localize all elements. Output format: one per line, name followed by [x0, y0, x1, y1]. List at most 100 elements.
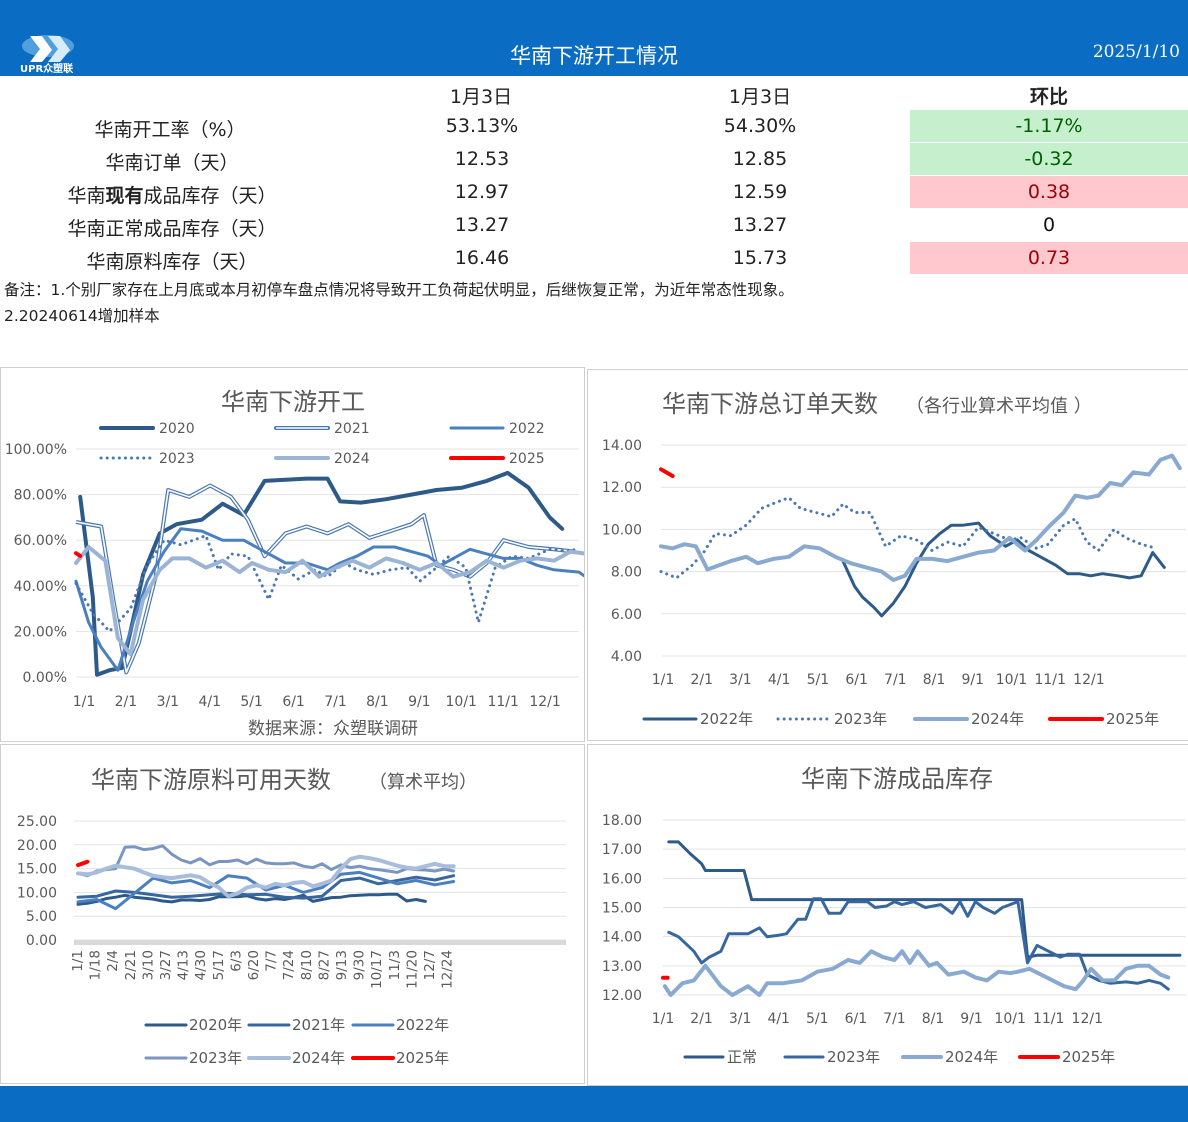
y-tick-label: 4.00 [611, 649, 642, 665]
x-tick-label: 4/1 [767, 1011, 790, 1027]
chart-operating-rate: 华南下游开工 0.00% 20.00% 40.00% 60.00% 80.00% 100.0… [5, 388, 594, 739]
column-header-change: 环比 [1029, 86, 1069, 108]
x-tick-label: 1/18 [88, 950, 104, 980]
logo-text: UPR众塑联 [20, 64, 74, 75]
series-line [662, 949, 1171, 997]
x-tick-label: 7/1 [883, 1011, 906, 1027]
x-tick-label: 12/1 [529, 694, 560, 710]
y-tick-label: 15.00 [602, 901, 642, 917]
y-tick-label: 60.00% [14, 533, 67, 549]
x-tick-label: 3/1 [157, 694, 180, 710]
row-change: -1.17% [1015, 115, 1083, 137]
row-value-2: 13.27 [732, 214, 788, 236]
x-tick-label: 7/24 [281, 950, 297, 980]
x-tick-label: 4/30 [193, 950, 209, 980]
chart-order-days: 华南下游总订单天数 （各行业算术平均值 ） 4.00 6.00 8.00 10.00 12.… [602, 390, 1186, 728]
x-tick-label: 3/1 [729, 672, 752, 688]
x-tick-label: 3/10 [140, 950, 156, 980]
row-label-normal-inventory: 华南正常成品库存（天） [67, 218, 277, 240]
x-tick-label: 5/17 [211, 950, 227, 980]
x-tick-label: 9/30 [352, 950, 368, 980]
legend-label: 2023 [159, 451, 195, 467]
x-tick-label: 7/1 [884, 672, 907, 688]
legend-label: 2024年 [945, 1048, 998, 1066]
y-tick-label: 20.00 [17, 838, 57, 854]
footer-bar [0, 1086, 1188, 1122]
x-tick-label: 11/3 [387, 950, 403, 980]
chart-panel-finished-inventory: 华南下游成品库存 12.00 13.00 14.00 15.00 16.00 17.00 18… [587, 744, 1188, 1086]
legend-label: 2024年 [971, 710, 1024, 728]
x-tick-label: 6/20 [246, 950, 262, 980]
x-tick-label: 2/1 [690, 1011, 713, 1027]
legend-label: 2025 [509, 451, 545, 467]
x-axis-band [74, 940, 566, 945]
x-tick-label: 11/20 [404, 950, 420, 989]
x-tick-label: 2/1 [115, 694, 138, 710]
x-tick-label: 8/10 [299, 950, 315, 980]
x-tick-label: 2/4 [105, 950, 121, 972]
legend-label: 2020年 [189, 1016, 242, 1034]
row-value-1: 16.46 [454, 247, 510, 269]
chart-title: 华南下游成品库存 [801, 765, 993, 793]
chart-finished-inventory: 华南下游成品库存 12.00 13.00 14.00 15.00 16.00 17.00 18… [602, 765, 1186, 1066]
note-line-1: 备注：1.个别厂家存在上月底或本月初停车盘点情况将导致开工负荷起伏明显，后继恢复… [4, 281, 794, 299]
x-tick-label: 5/1 [806, 1011, 829, 1027]
series-line [76, 854, 456, 899]
row-value-1: 12.53 [454, 148, 510, 170]
y-tick-label: 16.00 [602, 871, 642, 887]
y-tick-label: 14.00 [602, 438, 642, 454]
series-line [74, 527, 594, 672]
legend-label: 2023年 [827, 1048, 880, 1066]
x-tick-label: 6/1 [282, 694, 305, 710]
chart-title: 华南下游总订单天数 [662, 390, 878, 418]
chart-panel-raw-material-days: 华南下游原料可用天数 （算术平均） 0.00 5.00 10.00 15.00 20.00 2… [0, 744, 585, 1084]
y-tick-label: 14.00 [602, 930, 642, 946]
x-tick-label: 10/17 [369, 950, 385, 989]
chart-subtitle: （算术平均） [369, 772, 477, 793]
x-tick-label: 10/1 [996, 672, 1027, 688]
row-label-raw-material: 华南原料库存（天） [86, 251, 258, 273]
y-tick-label: 20.00% [14, 624, 67, 640]
chart-panel-operating-rate: 华南下游开工 0.00% 20.00% 40.00% 60.00% 80.00% 100.0… [0, 367, 594, 742]
x-tick-label: 4/13 [176, 950, 192, 980]
legend-label: 2025年 [1062, 1048, 1115, 1066]
row-value-1: 13.27 [454, 214, 510, 236]
series-line [76, 870, 456, 911]
legend-label: 2024 [334, 451, 370, 467]
change-highlight-row-3 [910, 176, 1188, 208]
x-tick-label: 1/1 [70, 950, 86, 972]
x-tick-label: 9/1 [960, 1011, 983, 1027]
series-line [667, 840, 1182, 959]
y-tick-label: 8.00 [611, 565, 642, 581]
series-line [76, 892, 427, 906]
chart-title: 华南下游开工 [221, 388, 365, 416]
row-label-operating-rate: 华南开工率（%） [94, 119, 246, 141]
y-tick-label: 5.00 [26, 909, 57, 925]
x-tick-label: 9/1 [961, 672, 984, 688]
y-tick-label: 40.00% [14, 579, 67, 595]
legend-label: 2021 [334, 421, 370, 437]
series-line [659, 496, 1159, 580]
series-line [76, 859, 90, 868]
column-header-date-1: 1月3日 [449, 86, 513, 108]
x-tick-label: 10/1 [446, 694, 477, 710]
report-date: 2025/1/10 [1092, 42, 1180, 62]
y-tick-label: 17.00 [602, 842, 642, 858]
row-label-orders: 华南订单（天） [105, 152, 239, 174]
summary-table: 1月3日 1月3日 环比 华南开工率（%） 53.13% 54.30% -1.1… [0, 76, 1188, 366]
series-line [75, 483, 576, 675]
x-tick-label: 12/7 [422, 950, 438, 980]
y-tick-label: 13.00 [602, 959, 642, 975]
row-value-2: 15.73 [732, 247, 788, 269]
x-tick-label: 3/1 [729, 1011, 752, 1027]
data-source: 数据来源：众塑联调研 [248, 719, 418, 739]
legend-label: 2024年 [292, 1049, 345, 1067]
change-highlight-row-5 [910, 242, 1188, 274]
row-change: -0.32 [1024, 148, 1074, 170]
x-tick-label: 4/1 [198, 694, 221, 710]
x-tick-label: 12/1 [1073, 672, 1104, 688]
series-line [841, 521, 1166, 618]
x-tick-label: 6/1 [845, 672, 868, 688]
x-tick-label: 12/24 [440, 950, 456, 989]
x-tick-label: 8/1 [922, 1011, 945, 1027]
